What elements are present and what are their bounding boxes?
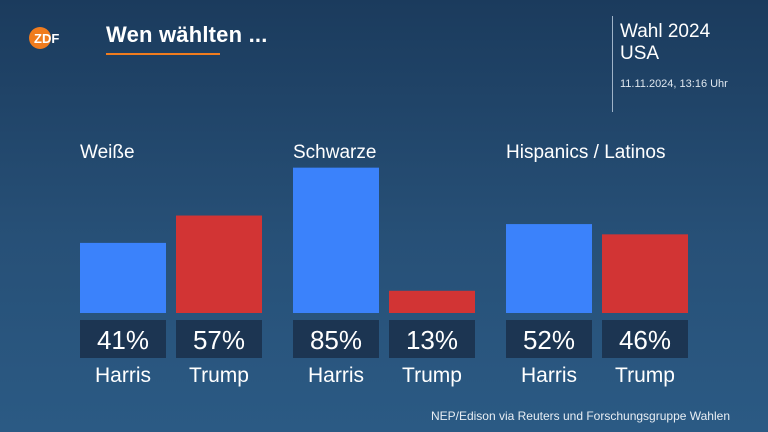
group-label: Weiße (80, 142, 135, 163)
bar-trump (602, 234, 688, 313)
bar-harris (80, 242, 166, 313)
group-label: Schwarze (293, 142, 376, 163)
value-label-box (602, 320, 688, 358)
bar-harris (293, 167, 379, 313)
candidate-label: Harris (95, 364, 151, 387)
value-label: 41% (97, 325, 149, 355)
candidate-label: Harris (521, 364, 577, 387)
group-label: Hispanics / Latinos (506, 142, 665, 163)
candidate-label: Trump (189, 364, 249, 387)
logo-text: ZDF (34, 31, 59, 46)
candidate-label: Harris (308, 364, 364, 387)
timestamp: 11.11.2024, 13:16 Uhr (620, 78, 728, 90)
candidate-label: Trump (402, 364, 462, 387)
zdf-logo: ZDF (29, 27, 59, 49)
value-label-box (506, 320, 592, 358)
value-label: 52% (523, 325, 575, 355)
election-label-line2: USA (620, 43, 660, 64)
page-title: Wen wählten ... (106, 22, 268, 47)
bar-trump (389, 290, 475, 313)
bar-trump (176, 215, 262, 313)
value-label-box (293, 320, 379, 358)
value-label: 85% (310, 325, 362, 355)
bar-harris (506, 224, 592, 313)
value-label-box (80, 320, 166, 358)
source-note: NEP/Edison via Reuters und Forschungsgru… (430, 409, 730, 423)
title-underline (106, 53, 220, 55)
value-label-box (389, 320, 475, 358)
value-label: 13% (406, 325, 458, 355)
header-divider (612, 16, 613, 112)
value-label-box (176, 320, 262, 358)
value-label: 57% (193, 325, 245, 355)
candidate-label: Trump (615, 364, 675, 387)
election-label: Wahl 2024 USA (620, 21, 760, 65)
election-label-line1: Wahl 2024 (620, 21, 711, 42)
value-label: 46% (619, 325, 671, 355)
